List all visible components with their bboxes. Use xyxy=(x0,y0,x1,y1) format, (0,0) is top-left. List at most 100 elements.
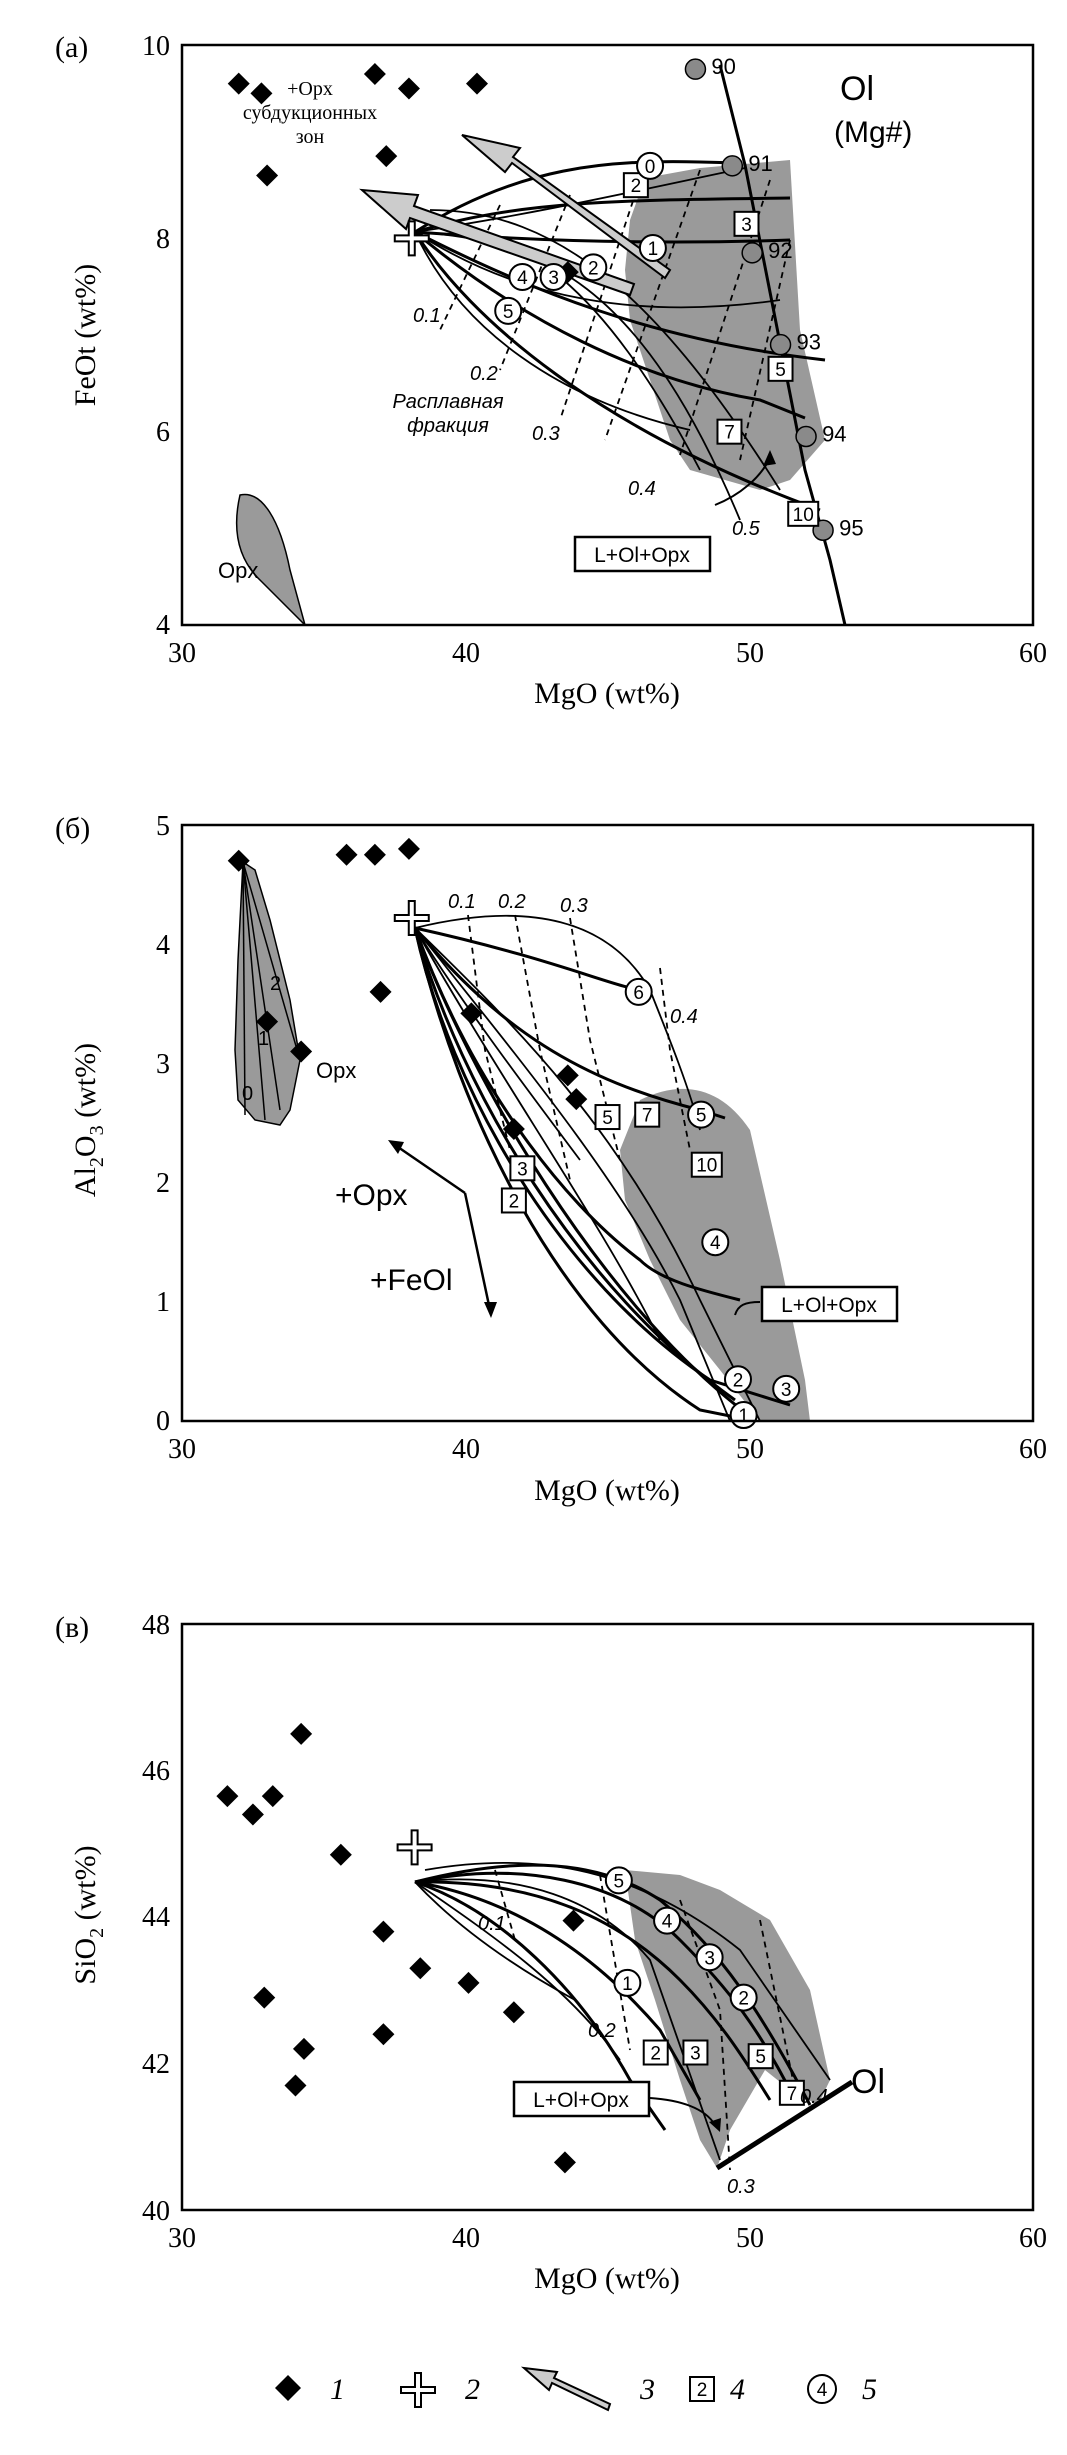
step-circle-label: 3 xyxy=(704,1948,715,1969)
fraction-label: 0.1 xyxy=(448,891,476,913)
opx-label: Opx xyxy=(218,558,258,583)
x-tick-label: 40 xyxy=(452,638,480,669)
data-diamond xyxy=(261,1785,284,1808)
opx-field xyxy=(234,860,301,1126)
data-diamond xyxy=(250,82,273,105)
dashed-isopleths xyxy=(494,1869,796,2171)
panel-a-xticks: 30 40 50 60 xyxy=(168,638,1047,669)
arrow-head xyxy=(388,1140,404,1154)
step-circle xyxy=(638,234,667,262)
fraction-label: 0.1 xyxy=(413,305,441,327)
step-square xyxy=(634,1101,661,1128)
data-diamond xyxy=(216,1785,239,1808)
step-circle-label: 5 xyxy=(696,1106,707,1127)
panel-b: (б) Al2O3 (wt%) MgO (wt%) 30 40 50 60 0 … xyxy=(55,811,1047,1507)
legend-label: 3 xyxy=(639,2373,655,2406)
ol-mg-label: 91 xyxy=(748,151,772,176)
step-circle-label: 1 xyxy=(738,1406,749,1427)
legend-label: 1 xyxy=(330,2373,345,2406)
data-diamond xyxy=(256,1010,279,1033)
plus-feol-label: +FeOl xyxy=(370,1264,453,1297)
data-diamond xyxy=(369,980,392,1003)
y-tick-label: 48 xyxy=(142,1610,170,1641)
step-square-label: 7 xyxy=(642,1106,653,1127)
start-cross xyxy=(393,220,430,257)
panel-a-frame xyxy=(180,43,1035,627)
start-cross xyxy=(396,1829,433,1866)
opx-number-label: 0 xyxy=(242,1083,253,1105)
panel-a-label: (а) xyxy=(55,31,88,64)
fraction-label: 0.5 xyxy=(732,518,761,540)
step-square xyxy=(733,210,760,237)
panel-c-yticks: 40 42 44 46 48 xyxy=(142,1610,170,2227)
step-square xyxy=(509,1155,536,1182)
fraction-label: 0.2 xyxy=(498,891,526,913)
fraction-label: 0.3 xyxy=(727,2176,755,2198)
panel-c-ylabel: SiO2 (wt%) xyxy=(69,1845,108,1984)
panel-c-frame xyxy=(180,1622,1035,2212)
step-square-label: 5 xyxy=(602,1108,613,1129)
panel-c-xticks: 30 40 50 60 xyxy=(168,2223,1047,2254)
step-circle-label: 5 xyxy=(614,1871,625,1892)
data-diamond xyxy=(466,72,489,95)
y-tick-label: 0 xyxy=(156,1406,170,1437)
ol-composition-point xyxy=(721,155,744,177)
ol-line xyxy=(718,64,847,625)
assemblage-label: L+Ol+Opx xyxy=(594,544,690,567)
data-diamond xyxy=(553,2151,576,2174)
data-diamond xyxy=(372,1920,395,1943)
step-circle xyxy=(604,1866,633,1895)
fraction-label: 0.3 xyxy=(532,423,560,445)
data-diamond xyxy=(502,2001,525,2024)
x-tick-label: 40 xyxy=(452,1434,480,1465)
melting-curves xyxy=(414,1863,812,2131)
arrow-icon xyxy=(520,2366,612,2412)
panel-b-xlabel: MgO (wt%) xyxy=(534,1474,680,1507)
panel-c-xlabel: MgO (wt%) xyxy=(534,2262,680,2295)
step-square-label: 3 xyxy=(690,2044,701,2065)
ol-mg-label: 94 xyxy=(822,422,846,447)
legend-square-number: 2 xyxy=(697,2380,708,2401)
ol-composition-point xyxy=(741,242,763,264)
ol-mg-label: 90 xyxy=(711,54,735,79)
step-square-label: 2 xyxy=(631,176,642,197)
step-square xyxy=(500,1187,527,1214)
start-cross xyxy=(393,899,430,936)
x-tick-label: 40 xyxy=(452,2223,480,2254)
ol-title: Ol xyxy=(840,70,874,108)
data-diamond xyxy=(562,1909,585,1932)
step-square-label: 3 xyxy=(517,1159,528,1180)
panel-b-xticks: 30 40 50 60 xyxy=(168,1434,1047,1465)
step-square-label: 10 xyxy=(793,505,814,526)
data-diamond xyxy=(256,164,279,187)
x-tick-label: 30 xyxy=(168,2223,196,2254)
data-diamond xyxy=(227,849,250,872)
step-square-label: 2 xyxy=(509,1191,520,1212)
x-tick-label: 50 xyxy=(736,2223,764,2254)
y-tick-label: 2 xyxy=(156,1168,170,1199)
step-square-label: 7 xyxy=(724,423,735,444)
step-square-label: 2 xyxy=(650,2044,661,2065)
x-tick-label: 30 xyxy=(168,638,196,669)
step-circle xyxy=(624,977,653,1006)
ol-mg-label: 93 xyxy=(797,330,821,355)
melt-fraction-annotation: Расплавная фракция xyxy=(392,391,503,437)
ol-title: Ol xyxy=(851,2063,885,2101)
y-tick-label: 1 xyxy=(156,1287,170,1318)
melting-field xyxy=(625,1870,830,2168)
panel-a-ylabel: FeOt (wt%) xyxy=(69,264,102,406)
data-diamond xyxy=(457,1971,480,1994)
legend-label: 5 xyxy=(862,2373,877,2406)
fraction-label: 0.1 xyxy=(478,1913,506,1935)
step-square xyxy=(767,355,794,382)
step-square-label: 10 xyxy=(696,1156,717,1177)
step-circle xyxy=(494,296,523,325)
panel-b-ylabel: Al2O3 (wt%) xyxy=(69,1043,108,1197)
step-circle xyxy=(723,1365,752,1394)
opx-tielines xyxy=(242,861,301,1121)
step-square xyxy=(594,1104,621,1131)
data-diamond xyxy=(253,1986,276,2009)
panel-c-label: (в) xyxy=(55,1611,89,1644)
y-tick-label: 4 xyxy=(156,930,170,961)
cross-icon xyxy=(400,2372,436,2408)
